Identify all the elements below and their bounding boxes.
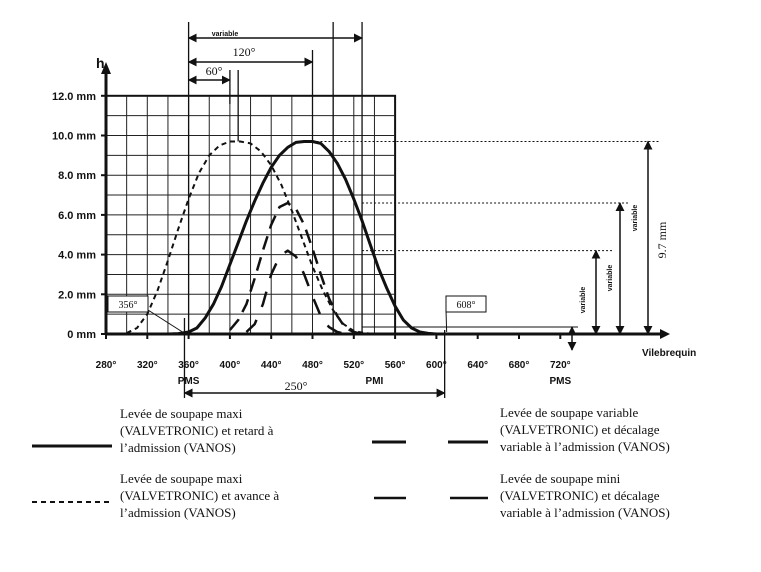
x-tick-label: 280° <box>96 360 117 371</box>
y-tick-label: 8.0 mm <box>58 170 96 182</box>
y-tick-label: 10.0 mm <box>52 131 96 143</box>
point-356-box <box>107 295 149 313</box>
point-608-leader <box>445 309 448 333</box>
y-axis-arrow <box>101 62 111 74</box>
y-tick-label: 0 mm <box>67 329 96 341</box>
x-tick-label: 680° <box>509 360 530 371</box>
legend-label: Levée de soupape maxi (VALVETRONIC) et a… <box>120 471 280 520</box>
legend-line-sample <box>32 438 152 455</box>
legend-line-sample <box>372 434 492 451</box>
chart-series <box>126 140 453 336</box>
y-axis-label: h <box>96 55 105 71</box>
x-tick-label: 440° <box>261 360 282 371</box>
legend-line-sample <box>32 494 152 511</box>
chart-grid <box>105 94 397 335</box>
dim-120-label: 120° <box>233 45 256 59</box>
x-axis-label: Vilebrequin <box>642 348 696 359</box>
dim-var2-label: variable <box>607 265 614 292</box>
series-avance-line <box>126 140 396 335</box>
pms-right-label: PMS <box>549 376 571 387</box>
x-tick-label: 520° <box>343 360 364 371</box>
series-variable-line <box>228 201 371 336</box>
point-356-label: 356° <box>119 300 138 311</box>
x-tick-label: 560° <box>385 360 406 371</box>
dimension-annotations: variable 120° 60° 250° 356° 608° 9.7 mm variabl… <box>107 22 669 398</box>
dim-60-label: 60° <box>206 64 223 78</box>
x-axis-arrow <box>660 329 670 339</box>
point-356-leader <box>147 309 183 333</box>
y-tick-label: 6.0 mm <box>58 210 96 222</box>
legend-label: Levée de soupape mini (VALVETRONIC) et d… <box>500 471 670 520</box>
pms-left-label: PMS <box>178 376 200 387</box>
dim-250-label: 250° <box>285 379 308 393</box>
dim-variable-label: variable <box>212 31 239 38</box>
y-tick-label: 12.0 mm <box>52 91 96 103</box>
pmi-label: PMI <box>366 376 384 387</box>
y-tick-label: 4.0 mm <box>58 250 96 262</box>
valve-lift-chart: variable 120° 60° 250° 356° 608° 9.7 mm variabl… <box>52 22 696 398</box>
point-608-label: 608° <box>457 300 476 311</box>
dim-var3-label: variable <box>580 287 587 314</box>
dim-var1-label: variable <box>632 205 639 232</box>
series-retard-line <box>167 140 453 336</box>
x-tick-label: 400° <box>220 360 241 371</box>
x-tick-label: 360° <box>178 360 199 371</box>
legend-label: Levée de soupape maxi (VALVETRONIC) et r… <box>120 406 274 455</box>
legend-label: Levée de soupape variable (VALVETRONIC) … <box>500 405 670 454</box>
x-tick-label: 480° <box>302 360 323 371</box>
point-608-box <box>445 295 487 313</box>
legend-line-sample <box>372 490 492 507</box>
dim-97-label: 9.7 mm <box>655 221 669 258</box>
x-tick-label: 720° <box>550 360 571 371</box>
x-tick-label: 640° <box>467 360 488 371</box>
y-tick-label: 2.0 mm <box>58 289 96 301</box>
series-mini-line <box>245 249 346 336</box>
x-tick-label: 320° <box>137 360 158 371</box>
x-tick-label: 600° <box>426 360 447 371</box>
tick-labels: h Vilebrequin 0 mm 2.0 mm 4.0 mm 6.0 mm 8.0 mm… <box>52 55 696 387</box>
